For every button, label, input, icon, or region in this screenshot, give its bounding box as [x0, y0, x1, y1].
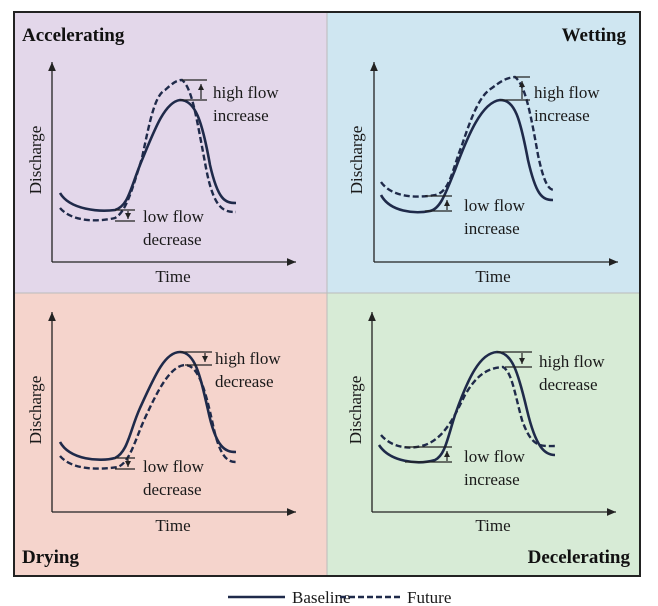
title-wetting: Wetting: [562, 25, 627, 46]
annotation: low flow: [464, 447, 526, 466]
baseline-curve: [377, 350, 556, 464]
annotation: decrease: [215, 372, 274, 391]
title-decelerating: Decelerating: [528, 547, 631, 568]
future-curve: [59, 78, 237, 222]
annotation: decrease: [539, 375, 598, 394]
future-curve: [380, 365, 556, 449]
y-axis-label: Discharge: [347, 126, 366, 195]
annotation: high flow: [534, 83, 600, 102]
annotation: increase: [464, 470, 520, 489]
annotation: high flow: [539, 352, 605, 371]
annotation: increase: [534, 106, 590, 125]
panel-accelerating: [14, 12, 327, 293]
x-axis-label: Time: [155, 516, 190, 535]
y-axis-label: Discharge: [346, 376, 365, 445]
future-curve: [380, 75, 556, 198]
baseline-curve: [58, 98, 237, 212]
y-axis-label: Discharge: [26, 376, 45, 445]
chart-wetting: Discharge Time high flow increase low fl…: [347, 61, 618, 286]
baseline-curve: [58, 350, 237, 461]
annotation: increase: [213, 106, 269, 125]
panel-decelerating: [327, 293, 640, 576]
annotation: low flow: [143, 457, 205, 476]
legend-future-label: Future: [407, 588, 451, 606]
x-axis-label: Time: [475, 267, 510, 286]
y-axis-label: Discharge: [26, 126, 45, 195]
annotation: decrease: [143, 230, 202, 249]
annotation: increase: [464, 219, 520, 238]
chart-drying: Discharge Time high flow decrease low fl…: [26, 312, 296, 535]
x-axis-label: Time: [475, 516, 510, 535]
title-drying: Drying: [22, 547, 80, 568]
annotation: decrease: [143, 480, 202, 499]
chart-decelerating: Discharge Time high flow decrease low fl…: [346, 312, 616, 535]
annotation: low flow: [143, 207, 205, 226]
annotation: high flow: [213, 83, 279, 102]
panel-wetting: [327, 12, 640, 293]
annotation: low flow: [464, 196, 526, 215]
title-accelerating: Accelerating: [22, 25, 125, 46]
x-axis-label: Time: [155, 267, 190, 286]
annotation: high flow: [215, 349, 281, 368]
legend-baseline-label: Baseline: [292, 588, 351, 606]
panel-drying: [14, 293, 327, 576]
outer-frame: [13, 11, 641, 577]
legend: Baseline Future: [228, 588, 451, 606]
chart-accelerating: Discharge Time high flow increase low fl…: [26, 61, 296, 286]
